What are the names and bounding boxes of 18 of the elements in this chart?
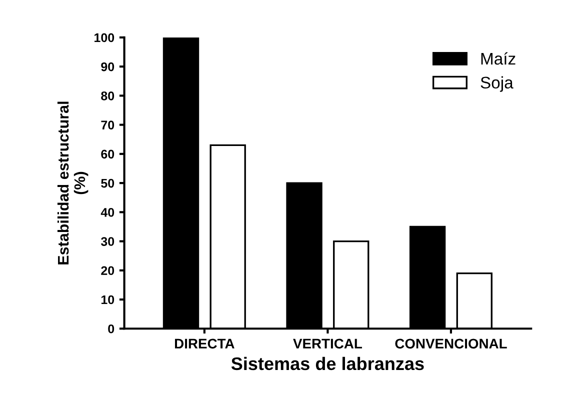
y-tick-label: 80 [101,91,114,100]
y-tick-label: 30 [100,237,114,246]
y-tick-label: 0 [108,324,114,334]
y-tick-label: 60 [101,150,114,159]
y-tick-label: 100 [94,33,114,42]
x-axis-title: Sistemas de labranzas [231,356,424,370]
x-tick-label: CONVENCIONAL [395,338,507,349]
y-tick-label: 20 [101,266,114,276]
legend-label: Soja [480,76,514,92]
x-tick-label: VERTICAL [293,338,362,349]
y-tick-label: 50 [101,178,114,188]
legend-label: Maíz [481,52,516,65]
y-tick-label: 10 [101,295,114,304]
y-axis-title: Estabilidad estructural (%) [57,102,88,264]
y-tick-label: 70 [101,120,114,130]
x-tick-label: DIRECTA [175,338,234,349]
y-tick-label: 40 [100,208,114,217]
y-tick-label: 90 [101,62,114,72]
